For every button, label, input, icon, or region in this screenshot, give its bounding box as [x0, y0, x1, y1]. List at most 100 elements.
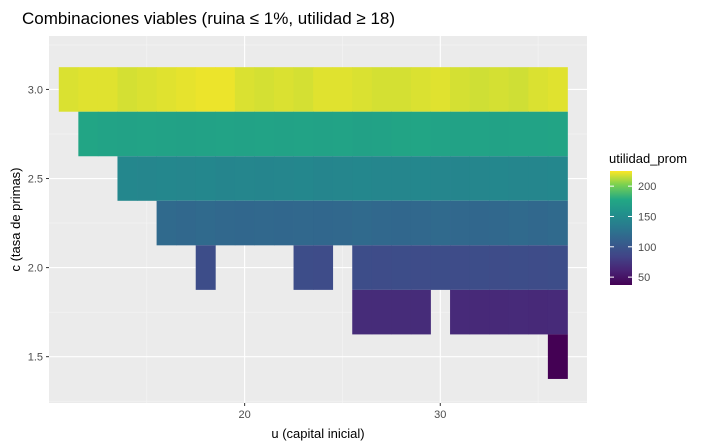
heatmap-tile: [371, 289, 392, 335]
heatmap-tile: [352, 200, 373, 246]
heatmap-tile: [489, 245, 510, 290]
heatmap-tile: [528, 67, 549, 112]
heatmap-tile: [156, 67, 177, 112]
heatmap-tile: [489, 111, 510, 157]
x-axis-ticks: 20 30: [239, 403, 446, 421]
heatmap-tile: [293, 245, 314, 290]
heatmap-tile: [254, 111, 275, 157]
heatmap-tile: [430, 200, 451, 246]
heatmap-tile: [430, 156, 451, 201]
heatmap-tile: [489, 289, 510, 335]
y-axis-title: c (tasa de primas): [8, 167, 23, 271]
x-axis-title: u (capital inicial): [271, 426, 364, 441]
heatmap-tile: [352, 111, 373, 157]
heatmap-tile: [156, 200, 177, 246]
heatmap-tile: [410, 156, 431, 201]
heatmap-tile: [78, 67, 99, 112]
heatmap-tile: [371, 245, 392, 290]
heatmap-tile: [97, 111, 118, 157]
heatmap-tile: [391, 111, 412, 157]
heatmap-tile: [469, 156, 490, 201]
heatmap-tile: [117, 156, 138, 201]
heatmap-tile: [410, 111, 431, 157]
heatmap-tile: [410, 245, 431, 290]
heatmap-tile: [195, 111, 216, 157]
y-tick-label: 2.0: [28, 263, 43, 275]
heatmap-tile: [176, 67, 197, 112]
heatmap-tile: [234, 200, 255, 246]
heatmap-tile: [410, 200, 431, 246]
heatmap-tile: [469, 200, 490, 246]
heatmap-tile: [254, 156, 275, 201]
heatmap-tile: [215, 200, 236, 246]
heatmap-tile: [371, 111, 392, 157]
heatmap-tile: [97, 67, 118, 112]
heatmap-tile: [117, 67, 138, 112]
y-axis-ticks: 1.5 2.0 2.5 3.0: [28, 84, 49, 364]
heatmap-tile: [450, 111, 471, 157]
heatmap-tile: [332, 111, 353, 157]
chart-title: Combinaciones viables (ruina ≤ 1%, utili…: [22, 9, 395, 28]
heatmap-tile: [508, 200, 529, 246]
heatmap-tile: [117, 111, 138, 157]
heatmap-tile: [430, 67, 451, 112]
heatmap-tile: [293, 111, 314, 157]
heatmap-tile: [391, 245, 412, 290]
heatmap-tile: [332, 67, 353, 112]
heatmap-tile: [528, 156, 549, 201]
heatmap-tile: [273, 156, 294, 201]
heatmap-tile: [391, 289, 412, 335]
heatmap-tile: [313, 245, 334, 290]
heatmap-tile: [293, 67, 314, 112]
heatmap-tile: [352, 245, 373, 290]
heatmap-tile: [528, 111, 549, 157]
heatmap-tile: [313, 200, 334, 246]
heatmap-tile: [450, 200, 471, 246]
legend: utilidad_prom 50 100 150 200: [609, 151, 687, 285]
heatmap-tile: [352, 156, 373, 201]
heatmap-tile: [469, 111, 490, 157]
legend-ticks: 50 100 150 200: [610, 181, 656, 284]
heatmap-tiles: [58, 67, 568, 379]
heatmap-tile: [469, 245, 490, 290]
heatmap-tile: [195, 200, 216, 246]
heatmap-tile: [195, 67, 216, 112]
heatmap-tile: [528, 289, 549, 335]
heatmap-tile: [450, 245, 471, 290]
heatmap-tile: [547, 245, 568, 290]
heatmap-tile: [508, 245, 529, 290]
heatmap-tile: [410, 67, 431, 112]
y-tick-label: 1.5: [28, 352, 43, 364]
heatmap-tile: [215, 67, 236, 112]
heatmap-tile: [469, 67, 490, 112]
heatmap-tile: [273, 111, 294, 157]
heatmap-tile: [352, 289, 373, 335]
heatmap-tile: [508, 289, 529, 335]
heatmap-tile: [469, 289, 490, 335]
heatmap-tile: [450, 289, 471, 335]
heatmap-tile: [547, 289, 568, 335]
heatmap-tile: [547, 111, 568, 157]
heatmap-tile: [313, 111, 334, 157]
heatmap-tile: [528, 245, 549, 290]
legend-tick-label: 50: [638, 272, 650, 284]
y-tick-label: 2.5: [28, 174, 43, 186]
heatmap-tile: [234, 67, 255, 112]
heatmap-tile: [489, 200, 510, 246]
heatmap-tile: [293, 200, 314, 246]
heatmap-tile: [391, 156, 412, 201]
heatmap-tile: [234, 156, 255, 201]
heatmap-tile: [410, 289, 431, 335]
x-tick-label: 20: [239, 409, 251, 421]
y-tick-label: 3.0: [28, 84, 43, 96]
heatmap-tile: [195, 156, 216, 201]
legend-tick-label: 150: [638, 211, 656, 223]
heatmap-tile: [547, 67, 568, 112]
heatmap-tile: [313, 156, 334, 201]
heatmap-tile: [332, 156, 353, 201]
heatmap-tile: [273, 200, 294, 246]
heatmap-tile: [273, 67, 294, 112]
heatmap-tile: [176, 111, 197, 157]
heatmap-tile: [489, 156, 510, 201]
